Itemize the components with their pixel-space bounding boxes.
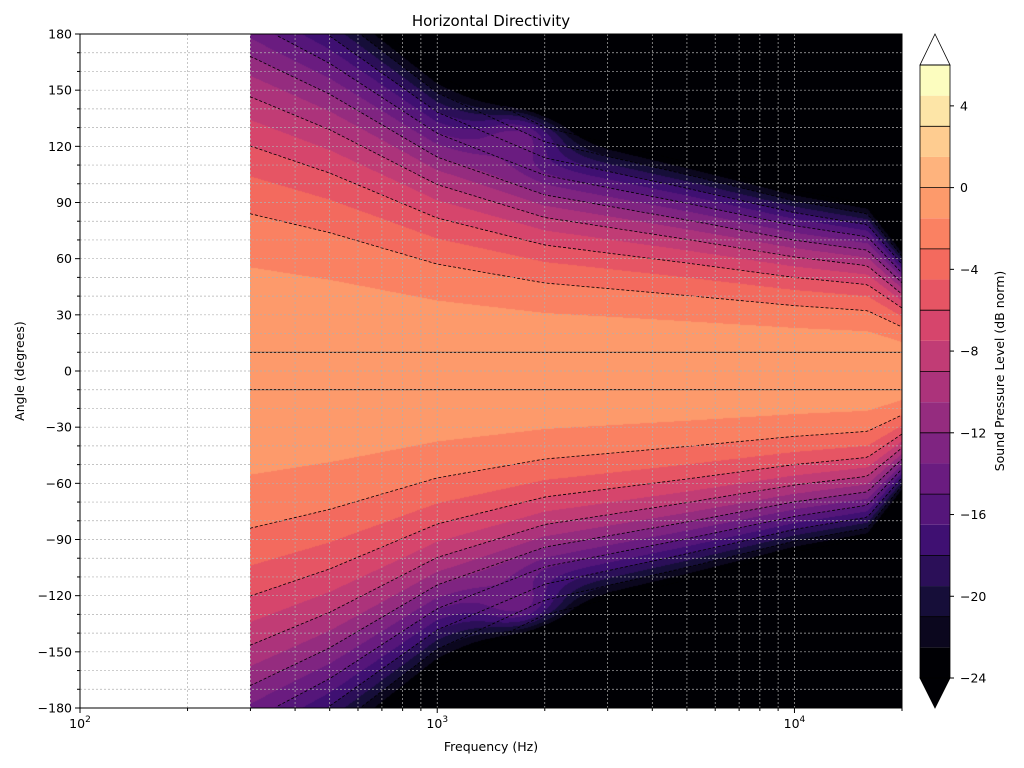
- contour-line: [361, 485, 902, 707]
- colorbar-segment: [920, 279, 950, 311]
- y-tick-label: −180: [38, 701, 72, 716]
- contour-line: [277, 35, 902, 274]
- y-tick-label: 120: [48, 139, 72, 154]
- x-tick-label: 103: [426, 715, 448, 731]
- contour-line: [249, 458, 902, 686]
- y-tick-label: 0: [64, 364, 72, 379]
- contour-line: [249, 447, 902, 646]
- colorbar-segment: [920, 371, 950, 403]
- contour-line: [389, 36, 902, 250]
- colorbar-label: Sound Pressure Level (dB norm): [992, 271, 1007, 472]
- colorbar-segment: [920, 555, 950, 587]
- colorbar-tick-label: 4: [960, 98, 968, 113]
- colorbar-extend-min: [919, 677, 951, 709]
- colorbar-segment: [920, 432, 950, 464]
- x-tick-label: 102: [69, 715, 91, 731]
- colorbar-segment: [920, 494, 950, 525]
- colorbar-segment: [920, 126, 950, 157]
- colorbar-segment: [920, 248, 950, 280]
- colorbar-segment: [920, 218, 950, 249]
- x-axis-ticks: 102 103 104: [69, 708, 903, 731]
- colorbar-segment: [920, 524, 950, 556]
- colorbar-tick-label: −16: [960, 507, 986, 522]
- contour-line: [249, 96, 902, 295]
- contour-line: [329, 35, 902, 265]
- colorbar-tick-label: 0: [960, 180, 968, 195]
- y-tick-label: −120: [38, 588, 72, 603]
- colorbar-extend-max: [919, 33, 951, 66]
- colorbar: 4 0 −4 −8 −12 −16 −20 −24: [919, 33, 986, 709]
- colorbar-segment: [920, 95, 950, 127]
- contour-line: [249, 213, 902, 328]
- contour-line: [389, 492, 902, 706]
- plot-area: 102 103 104 180 150 120 90 60 30 0 −30 −60 −90 −120 −…: [38, 27, 903, 731]
- contour-line: [249, 414, 902, 529]
- contour-line: [277, 468, 902, 707]
- colorbar-tick-label: −8: [960, 344, 978, 359]
- colorbar-segment: [920, 616, 950, 648]
- colorbar-segment: [920, 310, 950, 341]
- y-tick-label: −60: [46, 476, 72, 491]
- colorbar-tick-label: −4: [960, 262, 978, 277]
- colorbar-segment: [920, 647, 950, 678]
- contour-line: [361, 35, 902, 257]
- colorbar-tick-label: −20: [960, 589, 986, 604]
- y-tick-label: −150: [38, 644, 72, 659]
- colorbar-segment: [920, 463, 950, 495]
- colorbar-segment: [920, 402, 950, 433]
- y-tick-label: 30: [56, 307, 72, 322]
- y-tick-label: 150: [48, 83, 72, 98]
- y-tick-label: 90: [56, 195, 72, 210]
- y-axis-label: Angle (degrees): [12, 321, 27, 421]
- colorbar-segment: [920, 65, 950, 96]
- y-tick-label: 180: [48, 27, 72, 42]
- colorbar-tick-label: −12: [960, 425, 986, 440]
- contour-line: [249, 56, 902, 284]
- y-tick-label: −90: [46, 532, 72, 547]
- x-tick-label: 104: [784, 715, 806, 731]
- contour-line: [329, 477, 902, 707]
- colorbar-segment: [920, 156, 950, 188]
- colorbar-frame: [919, 64, 951, 679]
- y-tick-label: 60: [56, 251, 72, 266]
- chart-title: Horizontal Directivity: [412, 12, 570, 30]
- colorbar-segment: [920, 586, 950, 617]
- x-axis-label: Frequency (Hz): [444, 739, 538, 754]
- colorbar-tick-label: −24: [960, 671, 986, 686]
- colorbar-segment: [920, 340, 950, 372]
- y-tick-label: −30: [46, 420, 72, 435]
- colorbar-segment: [920, 187, 950, 219]
- y-axis-ticks: 180 150 120 90 60 30 0 −30 −60 −90 −120 −150 −180: [38, 27, 80, 716]
